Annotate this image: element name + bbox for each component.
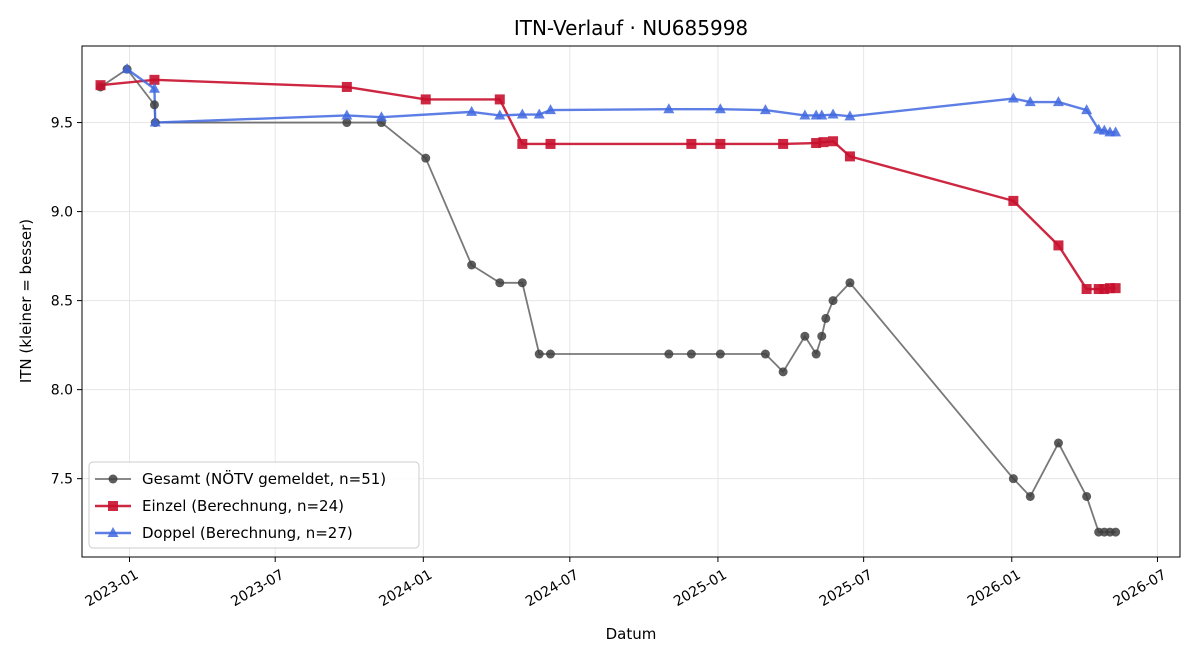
data-point-series-3 <box>1081 104 1093 115</box>
data-point-series-3 <box>714 103 726 114</box>
data-point-series-3 <box>148 82 160 93</box>
data-point-series-2 <box>1053 240 1064 251</box>
data-point-series-2 <box>1093 284 1104 295</box>
data-point-series-1 <box>1111 527 1121 537</box>
legend-marker-3 <box>107 527 119 537</box>
data-point-series-2 <box>778 138 789 149</box>
series-markers <box>95 63 1122 537</box>
data-point-series-3 <box>341 109 353 120</box>
data-point-series-3 <box>759 104 771 115</box>
x-axis-label: Datum <box>606 625 657 643</box>
data-point-series-3 <box>816 109 828 120</box>
data-point-series-1 <box>534 349 544 359</box>
data-point-series-3 <box>516 108 528 119</box>
data-point-series-1 <box>686 349 696 359</box>
legend-marker-2 <box>108 501 118 511</box>
data-point-series-1 <box>546 349 556 359</box>
data-point-series-3 <box>827 108 839 119</box>
data-point-series-2 <box>341 81 352 92</box>
data-point-series-2 <box>95 80 106 91</box>
data-point-series-1 <box>828 296 838 306</box>
y-tick-label: 9.0 <box>51 205 73 221</box>
data-point-series-2 <box>1099 284 1110 295</box>
data-point-series-1 <box>817 331 827 341</box>
series-line-3 <box>126 68 1116 134</box>
data-point-series-1 <box>664 349 674 359</box>
data-point-series-3 <box>663 103 675 114</box>
data-point-series-2 <box>844 151 855 162</box>
data-point-series-1 <box>421 153 431 163</box>
data-point-series-1 <box>467 260 477 270</box>
y-tick-label: 8.5 <box>51 294 73 310</box>
y-tick-label: 9.5 <box>51 116 73 132</box>
data-point-series-3 <box>844 110 856 121</box>
data-point-series-3 <box>545 104 557 115</box>
data-point-series-3 <box>494 109 506 120</box>
data-point-series-1 <box>342 118 352 128</box>
data-point-series-3 <box>466 105 478 116</box>
data-point-series-1 <box>495 278 505 288</box>
data-point-series-1 <box>821 313 831 323</box>
data-point-series-2 <box>420 94 431 105</box>
data-point-series-3 <box>1024 96 1036 107</box>
data-point-series-2 <box>686 138 697 149</box>
legend-box <box>88 461 420 549</box>
data-point-series-3 <box>799 109 811 120</box>
data-point-series-2 <box>828 136 839 147</box>
data-point-series-2 <box>1110 283 1121 294</box>
data-point-series-1 <box>845 278 855 288</box>
data-point-series-1 <box>1008 474 1018 484</box>
data-point-series-2 <box>545 138 556 149</box>
data-point-series-1 <box>1053 438 1063 448</box>
data-point-series-3 <box>1007 92 1019 103</box>
data-point-series-2 <box>1008 195 1019 206</box>
data-point-series-2 <box>818 137 829 148</box>
data-point-series-3 <box>1052 96 1064 107</box>
legend: Gesamt (NÖTV gemeldet, n=51) Einzel (Bere… <box>88 461 420 549</box>
data-point-series-2 <box>149 74 160 85</box>
data-point-series-3 <box>1110 126 1122 137</box>
data-point-series-2 <box>811 138 822 149</box>
data-point-series-1 <box>517 278 527 288</box>
data-point-series-1 <box>1082 491 1092 501</box>
data-point-series-2 <box>715 138 726 149</box>
data-point-series-1 <box>1025 491 1035 501</box>
data-point-series-1 <box>778 367 788 377</box>
y-tick-label: 7.5 <box>51 472 73 488</box>
chart-title: ITN-Verlauf · NU685998 <box>514 16 748 40</box>
legend-label-2: Einzel (Berechnung, n=24) <box>142 497 344 515</box>
legend-label-1: Gesamt (NÖTV gemeldet, n=51) <box>142 469 386 488</box>
data-point-series-1 <box>800 331 810 341</box>
y-tick-label: 8.0 <box>51 383 73 399</box>
data-point-series-1 <box>811 349 821 359</box>
data-point-series-3 <box>533 108 545 119</box>
legend-label-3: Doppel (Berechnung, n=27) <box>142 524 353 542</box>
data-point-series-2 <box>517 138 528 149</box>
legend-marker-1 <box>108 474 118 484</box>
data-point-series-1 <box>760 349 770 359</box>
data-point-series-2 <box>494 94 505 105</box>
y-axis-label: ITN (kleiner = besser) <box>17 219 35 383</box>
data-point-series-1 <box>149 100 159 110</box>
data-point-series-3 <box>375 111 387 122</box>
data-point-series-2 <box>1081 284 1092 295</box>
data-point-series-3 <box>121 63 133 74</box>
plot-frame <box>81 45 1181 558</box>
data-point-series-1 <box>715 349 725 359</box>
data-point-series-2 <box>1104 283 1115 294</box>
data-point-series-3 <box>149 116 161 127</box>
